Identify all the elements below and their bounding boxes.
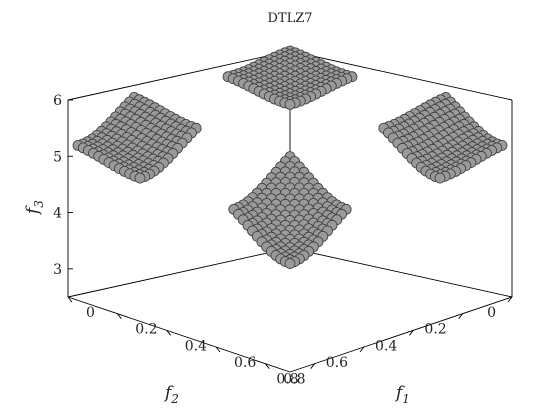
y-tick-label: 0.8 xyxy=(276,372,298,388)
data-point xyxy=(134,172,146,184)
z-tick-label: 3 xyxy=(53,262,62,278)
z-tick-label: 6 xyxy=(53,93,62,109)
box-edge xyxy=(67,247,291,298)
x-tick-label: 0 xyxy=(86,305,95,321)
y-tick-label: 0.4 xyxy=(375,338,397,354)
x-axis-label: f1 xyxy=(394,383,410,406)
box-edge xyxy=(67,296,291,373)
tick-mark xyxy=(264,363,270,369)
data-point xyxy=(284,258,296,270)
data-point xyxy=(434,172,446,184)
tick-mark xyxy=(359,346,365,353)
y-tick-label: 0.2 xyxy=(424,322,446,338)
y-axis-label: f2 xyxy=(163,383,179,406)
y-tick-label: 0 xyxy=(487,305,496,321)
z-axis-label: f3 xyxy=(23,200,46,216)
axes-box xyxy=(67,50,513,373)
x-tick-label: 0.6 xyxy=(234,355,256,371)
y-tick-label: 0.6 xyxy=(326,355,348,371)
chart-title: DTLZ7 xyxy=(267,11,312,26)
box-edge xyxy=(289,50,513,101)
data-points xyxy=(72,45,508,270)
z-tick-label: 4 xyxy=(53,206,62,222)
z-tick-label: 5 xyxy=(53,149,62,165)
tick-mark xyxy=(310,363,316,369)
box-edge xyxy=(289,247,513,298)
x-tick-label: 0.8 xyxy=(283,372,305,388)
tick-mark xyxy=(215,346,221,353)
tick-mark xyxy=(507,296,513,303)
box-edge xyxy=(67,50,291,101)
data-point xyxy=(284,99,296,110)
tick-mark xyxy=(408,330,414,336)
tick-mark xyxy=(116,313,122,319)
axis-ticks: 0 0.2 0.4 0.6 0.8 0 0.2 0.4 0.6 0.8 3 4 5 6 xyxy=(53,93,513,388)
box-edge xyxy=(289,296,513,373)
x-tick-label: 0.4 xyxy=(185,338,207,354)
x-tick-label: 0.2 xyxy=(135,322,157,338)
tick-mark xyxy=(67,296,73,303)
tick-mark xyxy=(166,330,172,336)
tick-mark xyxy=(458,313,464,319)
